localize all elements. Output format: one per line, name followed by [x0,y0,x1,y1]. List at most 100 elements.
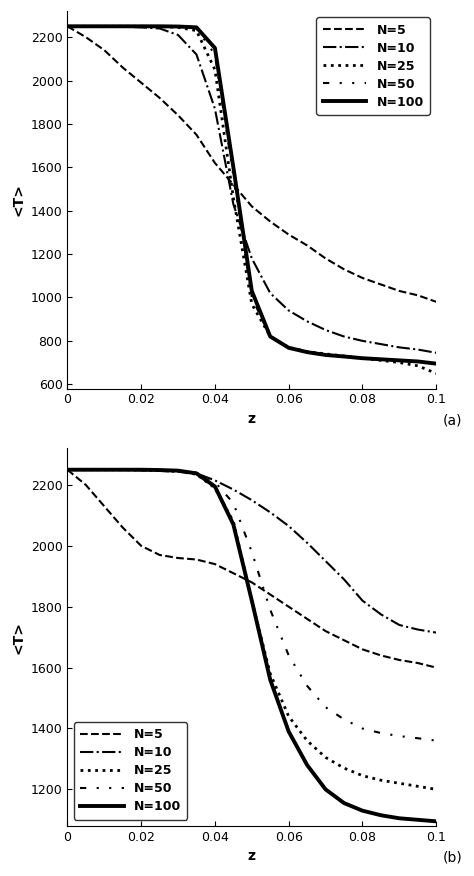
N=100 [83,21,89,32]
N=50 [304,681,310,691]
N=100 [175,465,181,476]
N=100 [396,813,402,823]
N=50 [304,346,310,357]
N=50 [194,23,200,33]
N=5 [101,45,107,55]
N=5 [138,540,144,551]
N=100 [433,816,439,827]
X-axis label: z: z [248,412,256,426]
N=100 [194,468,200,478]
N=10 [83,464,89,475]
N=10 [212,475,218,485]
N=5 [323,253,328,264]
N=5 [83,32,89,42]
N=10 [83,21,89,32]
N=5 [396,654,402,665]
N=5 [175,553,181,563]
N=25 [304,735,310,745]
N=10 [249,253,255,264]
N=10 [286,305,292,315]
N=50 [433,358,439,369]
N=25 [212,483,218,493]
N=5 [267,590,273,600]
N=100 [249,286,255,296]
N=100 [286,726,292,737]
N=25 [433,784,439,795]
N=5 [194,130,200,140]
N=10 [415,625,420,635]
N=10 [323,555,328,566]
N=100 [286,343,292,353]
N=100 [323,784,328,795]
N=25 [194,469,200,479]
N=5 [433,297,439,307]
N=5 [230,568,236,578]
N=25 [415,781,420,792]
N=100 [396,355,402,365]
Y-axis label: <T>: <T> [11,183,25,216]
N=25 [396,778,402,788]
Line: N=100: N=100 [67,26,436,364]
N=5 [101,501,107,512]
N=50 [378,354,384,364]
Line: N=10: N=10 [67,26,436,353]
N=50 [323,349,328,359]
N=10 [249,495,255,505]
N=100 [360,805,365,816]
N=10 [64,464,70,475]
N=50 [83,464,89,475]
N=25 [175,22,181,32]
N=25 [286,343,292,353]
N=25 [341,350,347,361]
N=10 [433,348,439,358]
N=25 [415,361,420,371]
Line: N=25: N=25 [67,470,436,789]
N=50 [360,724,365,734]
Line: N=5: N=5 [67,26,436,302]
N=50 [101,464,107,475]
N=50 [175,22,181,32]
Line: N=5: N=5 [67,470,436,668]
N=100 [341,798,347,809]
N=10 [323,325,328,336]
N=5 [396,286,402,296]
N=25 [138,21,144,32]
N=25 [267,331,273,342]
N=100 [212,43,218,53]
N=25 [304,346,310,357]
Y-axis label: <T>: <T> [11,621,25,653]
N=50 [212,477,218,487]
N=10 [396,619,402,630]
N=50 [230,498,236,508]
N=50 [64,21,70,32]
N=25 [175,466,181,477]
N=50 [415,733,420,744]
N=10 [138,465,144,476]
N=5 [267,216,273,227]
Text: (a): (a) [443,413,463,427]
N=5 [286,230,292,240]
N=5 [323,625,328,636]
N=25 [249,299,255,309]
N=10 [194,49,200,60]
N=100 [360,353,365,364]
N=100 [433,358,439,369]
N=5 [64,21,70,32]
N=10 [194,468,200,478]
N=100 [120,21,126,32]
N=50 [360,353,365,364]
Line: N=100: N=100 [67,470,436,822]
N=5 [157,550,163,561]
N=5 [378,650,384,661]
N=25 [378,355,384,365]
N=25 [286,711,292,722]
N=10 [267,507,273,518]
N=100 [101,21,107,32]
N=100 [415,815,420,825]
N=10 [230,484,236,495]
N=25 [433,368,439,378]
N=100 [138,21,144,32]
N=50 [64,464,70,475]
N=50 [267,604,273,615]
N=10 [304,316,310,327]
